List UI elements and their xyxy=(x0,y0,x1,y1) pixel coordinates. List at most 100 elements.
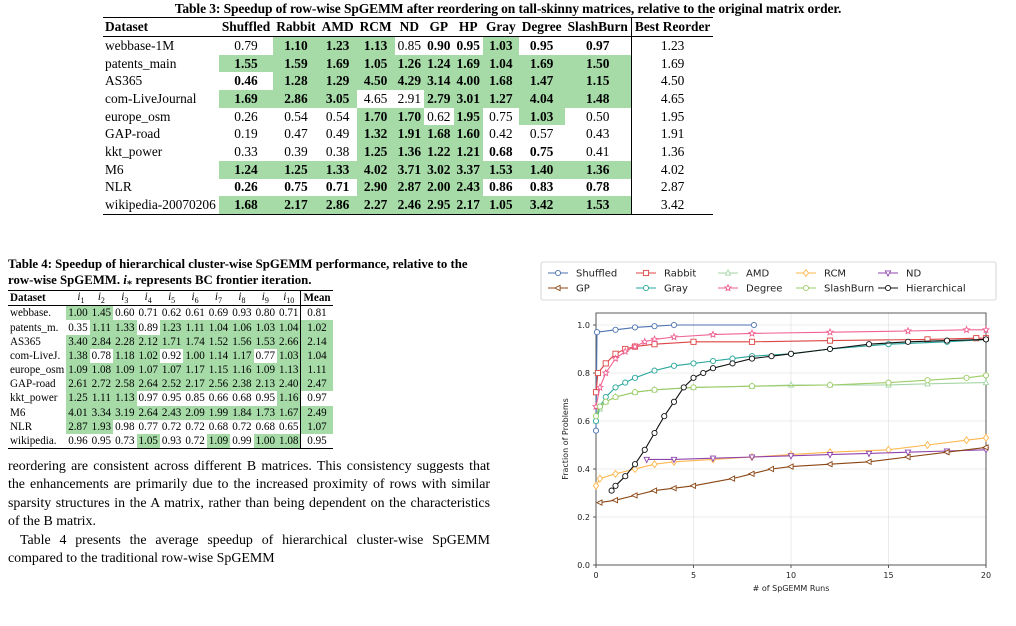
table4-value-cell: 1.07 xyxy=(300,419,333,434)
table3-value-cell: 1.40 xyxy=(518,160,565,179)
data-point xyxy=(982,336,990,343)
table3-value-cell: 0.75 xyxy=(489,108,513,124)
data-point xyxy=(924,336,931,343)
data-point xyxy=(748,454,756,462)
data-point xyxy=(651,429,658,437)
table3-value-cell: 4.02 xyxy=(356,160,395,179)
legend-item: Hierarchical xyxy=(878,284,966,295)
table4-value-cell: 0.35 xyxy=(68,321,88,334)
table4-header-iteration: i10 xyxy=(277,289,301,307)
legend-label: Hierarchical xyxy=(906,284,966,295)
table4-header-row: Dataset i1 i2 i3 i4 i5 i6 i7 i8 i9 i10 Mean xyxy=(8,289,333,307)
table3-dataset-cell: com-LiveJournal xyxy=(105,90,197,106)
legend-label: AMD xyxy=(746,269,769,280)
table3-value-cell: 1.60 xyxy=(453,125,483,144)
table3-header-cell: RCM xyxy=(356,17,395,37)
data-point xyxy=(643,456,651,464)
table4-dataset-cell: kkt_power xyxy=(10,392,58,405)
table3-value-cell: 1.69 xyxy=(453,54,483,73)
table3-dataset-cell: AS365 xyxy=(105,73,143,89)
table3-value-cell: 1.28 xyxy=(273,72,319,91)
table4-value-cell: 1.11 xyxy=(89,391,114,406)
data-point xyxy=(594,369,601,377)
data-point xyxy=(612,469,619,478)
data-point xyxy=(826,452,834,459)
table3-value-cell: 0.68 xyxy=(489,143,513,159)
table3-value-cell: 3.71 xyxy=(394,160,425,179)
table4-header-iteration: i1 xyxy=(66,289,90,307)
table4-header-iteration: i3 xyxy=(113,289,137,307)
data-point xyxy=(982,378,990,386)
table3-value-cell: 4.50 xyxy=(630,72,714,91)
table3-value-cell: 1.69 xyxy=(518,54,565,73)
table4-dataset-cell: GAP-road xyxy=(10,378,56,391)
data-point xyxy=(690,338,697,345)
table3-value-cell: 1.13 xyxy=(356,36,395,55)
legend-marker xyxy=(802,284,810,292)
data-point xyxy=(700,369,707,377)
table4-value-cell: 1.73 xyxy=(253,405,278,420)
table3-value-cell: 1.69 xyxy=(630,54,714,73)
table4-value-cell: 0.95 xyxy=(300,433,333,450)
data-point xyxy=(963,374,970,381)
table3-dataset-cell: webbase-1M xyxy=(105,37,175,53)
table4-body: webbase. 1.00 1.45 0.60 0.71 0.62 0.61 0.69 0.93… xyxy=(8,305,333,450)
data-point xyxy=(689,482,697,490)
table3-value-cell: 3.14 xyxy=(424,72,454,91)
data-point xyxy=(592,413,600,420)
table3-value-cell: 0.57 xyxy=(529,126,554,142)
table3-value-cell: 2.46 xyxy=(394,196,425,215)
table3-value-cell: 0.43 xyxy=(586,126,610,142)
table4-header-iteration: i5 xyxy=(159,289,184,307)
table3-value-cell: 4.50 xyxy=(356,72,395,91)
table3-row: patents_main 1.55 1.59 1.69 1.05 1.26 1.24 1.69… xyxy=(103,54,714,73)
x-tick-label: 20 xyxy=(981,571,991,580)
table4-value-cell: 0.93 xyxy=(159,433,184,450)
table3-value-cell: 2.87 xyxy=(630,178,714,197)
data-point xyxy=(826,381,834,389)
data-point xyxy=(631,374,639,381)
table4-dataset-cell: AS365 xyxy=(10,335,41,348)
data-point xyxy=(631,461,639,468)
series-gp xyxy=(595,444,989,506)
series-hierarchical xyxy=(608,336,990,494)
data-point xyxy=(670,362,678,369)
table4-row: europe_osm 1.09 1.08 1.09 1.07 1.07 1.17 1.15 1.… xyxy=(8,362,333,378)
table3-value-cell: 1.36 xyxy=(564,160,632,179)
table3-value-cell: 0.85 xyxy=(397,37,422,53)
data-point xyxy=(924,440,931,450)
table3-value-cell: 0.54 xyxy=(325,108,350,124)
table4-value-cell: 2.47 xyxy=(300,377,333,392)
table3-value-cell: 1.48 xyxy=(564,90,632,108)
table3-value-cell: 0.75 xyxy=(529,143,554,159)
data-point xyxy=(612,384,619,391)
x-tick-label: 10 xyxy=(786,571,796,580)
table4-value-cell: 2.49 xyxy=(300,405,333,420)
data-point xyxy=(592,427,600,434)
y-tick-label: 1.0 xyxy=(577,321,590,330)
data-point xyxy=(650,335,659,343)
table4-row: webbase. 1.00 1.45 0.60 0.71 0.62 0.61 0.69 0.93… xyxy=(8,305,333,321)
table4-header-dataset: Dataset xyxy=(8,289,67,307)
table4-value-cell: 2.09 xyxy=(183,405,207,420)
table4-value-cell: 2.56 xyxy=(206,377,231,392)
table4-value-cell: 2.58 xyxy=(113,377,137,392)
table4-value-cell: 1.38 xyxy=(66,348,90,363)
table4-header-iteration: i4 xyxy=(136,289,160,307)
table4-dataset-cell: NLR xyxy=(10,420,33,433)
table4-value-cell: 0.62 xyxy=(161,307,182,320)
table3-value-cell: 0.26 xyxy=(234,108,258,124)
table4-value-cell: 1.09 xyxy=(206,433,231,450)
paragraph-2: Table 4 presents the average speedup of … xyxy=(8,532,490,567)
table4-value-cell: 2.87 xyxy=(66,419,90,434)
table4-value-cell: 1.05 xyxy=(136,433,160,450)
table3-value-cell: 2.43 xyxy=(453,178,483,197)
table3-value-cell: 4.04 xyxy=(518,90,565,108)
data-point xyxy=(924,377,931,384)
table3-value-cell: 1.47 xyxy=(518,72,565,91)
data-point xyxy=(826,337,834,344)
table3-value-cell: 2.17 xyxy=(273,196,319,215)
data-point xyxy=(981,444,989,451)
table3-dataset-cell: M6 xyxy=(105,161,124,177)
data-point xyxy=(942,448,950,456)
